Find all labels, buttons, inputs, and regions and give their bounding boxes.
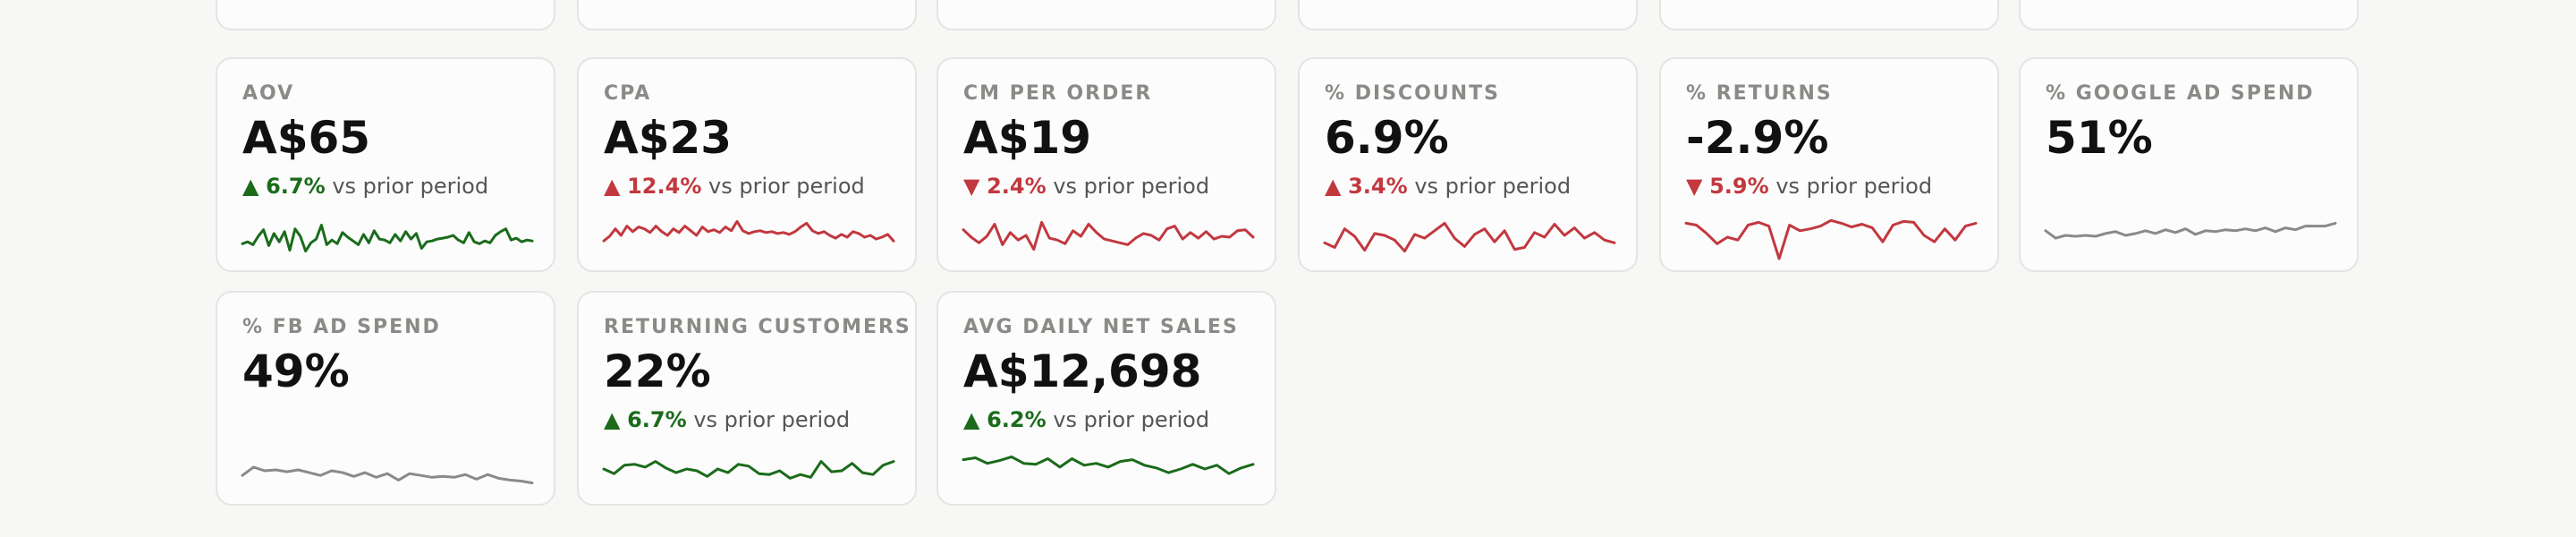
delta-arrow: ▲ [963, 407, 980, 432]
metric-label: CM PER ORDER [963, 82, 1153, 105]
delta-suffix: vs prior period [708, 174, 865, 199]
delta-suffix: vs prior period [1053, 407, 1210, 432]
delta-percent: 6.7% [266, 174, 326, 199]
sparkline-series [241, 224, 534, 253]
metric-delta: ▲ 6.2% vs prior period [963, 407, 1209, 432]
sparkline-series [962, 455, 1255, 475]
delta-suffix: vs prior period [1414, 174, 1572, 199]
sparkline-series [602, 460, 895, 480]
metric-card-aov[interactable]: AOV A$65 ▲ 6.7% vs prior period [216, 57, 555, 272]
metric-value: A$65 [242, 112, 371, 164]
sparkline [2044, 221, 2337, 240]
sparkline [602, 219, 895, 243]
sparkline-series [1323, 221, 1616, 253]
metric-card-returning-customers[interactable]: RETURNING CUSTOMERS 22% ▲ 6.7% vs prior … [577, 291, 917, 506]
metric-delta: ▲ 6.7% vs prior period [242, 174, 488, 199]
metric-card-cpa[interactable]: CPA A$23 ▲ 12.4% vs prior period [577, 57, 917, 272]
sparkline [602, 460, 895, 480]
sparkline-series [1684, 218, 1978, 260]
delta-arrow: ▲ [604, 407, 621, 432]
sparkline [1323, 221, 1616, 253]
metric-delta: ▲ 12.4% vs prior period [604, 174, 865, 199]
metric-card-fb-ad-spend[interactable]: % FB AD SPEND 49% [216, 291, 555, 506]
metric-card-returns[interactable]: % RETURNS -2.9% ▼ 5.9% vs prior period [1659, 57, 1999, 272]
metric-card-google-ad-spend[interactable]: % GOOGLE AD SPEND 51% [2019, 57, 2359, 272]
metric-card-partial [577, 0, 917, 30]
metric-card-discounts[interactable]: % DISCOUNTS 6.9% ▲ 3.4% vs prior period [1298, 57, 1638, 272]
delta-suffix: vs prior period [1775, 174, 1933, 199]
metric-label: RETURNING CUSTOMERS [604, 316, 911, 338]
metric-label: CPA [604, 82, 652, 105]
metric-card-partial [1298, 0, 1638, 30]
delta-arrow: ▲ [604, 174, 621, 199]
metric-card-avg-daily-net-sales[interactable]: AVG DAILY NET SALES A$12,698 ▲ 6.2% vs p… [936, 291, 1276, 506]
metric-card-partial [1659, 0, 1999, 30]
metric-value: 51% [2046, 112, 2153, 164]
delta-arrow: ▼ [1686, 174, 1703, 199]
sparkline [962, 455, 1255, 475]
delta-percent: 5.9% [1709, 174, 1769, 199]
metric-value: A$12,698 [963, 345, 1202, 397]
metric-delta: ▲ 6.7% vs prior period [604, 407, 850, 432]
metric-label: % GOOGLE AD SPEND [2046, 82, 2315, 105]
metric-delta: ▼ 2.4% vs prior period [963, 174, 1209, 199]
delta-arrow: ▲ [242, 174, 259, 199]
delta-percent: 6.7% [627, 407, 687, 432]
metric-value: A$19 [963, 112, 1092, 164]
delta-arrow: ▼ [963, 174, 980, 199]
sparkline-series [962, 220, 1255, 251]
sparkline [241, 224, 534, 253]
metric-label: AVG DAILY NET SALES [963, 316, 1239, 338]
metric-delta: ▲ 3.4% vs prior period [1325, 174, 1571, 199]
delta-arrow: ▲ [1325, 174, 1342, 199]
sparkline-series [602, 219, 895, 243]
delta-percent: 2.4% [987, 174, 1046, 199]
metric-value: 49% [242, 345, 350, 397]
metric-label: AOV [242, 82, 295, 105]
sparkline [241, 465, 534, 485]
metric-card-partial [936, 0, 1276, 30]
metric-card-partial [2019, 0, 2359, 30]
sparkline-series [241, 465, 534, 485]
metric-value: A$23 [604, 112, 733, 164]
delta-suffix: vs prior period [1053, 174, 1210, 199]
delta-percent: 3.4% [1348, 174, 1408, 199]
delta-percent: 12.4% [627, 174, 702, 199]
metric-value: -2.9% [1686, 112, 1829, 164]
delta-suffix: vs prior period [332, 174, 489, 199]
metric-card-cm-per-order[interactable]: CM PER ORDER A$19 ▼ 2.4% vs prior period [936, 57, 1276, 272]
delta-percent: 6.2% [987, 407, 1046, 432]
metric-value: 22% [604, 345, 711, 397]
metric-label: % DISCOUNTS [1325, 82, 1500, 105]
metric-value: 6.9% [1325, 112, 1449, 164]
sparkline [1684, 218, 1978, 260]
sparkline [962, 220, 1255, 251]
metric-card-partial [216, 0, 555, 30]
metric-label: % RETURNS [1686, 82, 1833, 105]
delta-suffix: vs prior period [693, 407, 851, 432]
sparkline-series [2044, 221, 2337, 240]
metric-delta: ▼ 5.9% vs prior period [1686, 174, 1932, 199]
metric-label: % FB AD SPEND [242, 316, 441, 338]
